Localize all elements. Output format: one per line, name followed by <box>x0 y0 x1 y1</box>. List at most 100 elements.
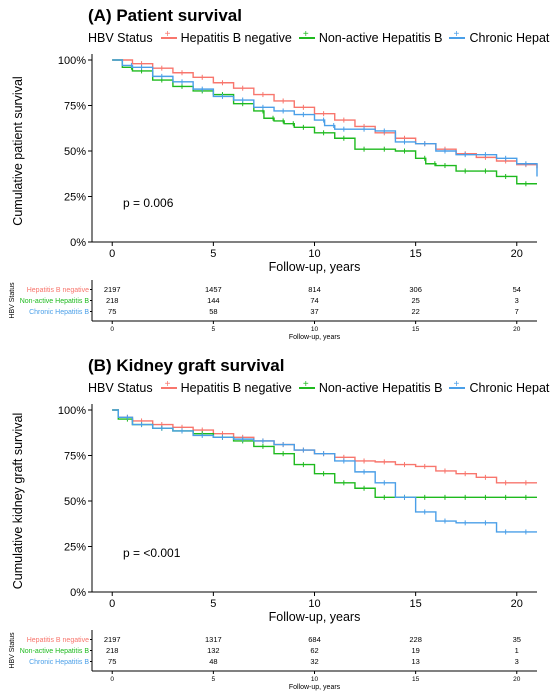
legend-item-chronic: Chronic Hepatitis B <box>449 30 550 45</box>
chart-title: (A) Patient survival <box>88 6 242 25</box>
risk-table-cell: 2197 <box>104 285 121 294</box>
legend-label-negative: Hepatitis B negative <box>180 31 292 45</box>
risk-table-x-tick-label: 20 <box>513 676 521 683</box>
risk-table-x-tick-label: 15 <box>412 326 420 333</box>
legend-label-negative: Hepatitis B negative <box>180 381 292 395</box>
legend-title: HBV Status <box>88 381 153 395</box>
legend-item-negative: Hepatitis B negative <box>160 380 292 395</box>
x-axis-label: Follow-up, years <box>269 260 361 274</box>
legend-key-negative <box>160 380 177 390</box>
p-value-label: p = 0.006 <box>123 196 174 210</box>
y-tick-label: 0% <box>70 237 86 249</box>
y-axis-label: Cumulative patient survival <box>11 76 25 225</box>
risk-table-cell: 62 <box>310 646 318 655</box>
legend-key-nonactive <box>298 380 315 390</box>
risk-table-cell: 218 <box>106 296 119 305</box>
series-line-chronic <box>112 409 537 533</box>
risk-table-row-label: Chronic Hepatitis B <box>29 659 89 666</box>
x-tick-label: 15 <box>410 598 422 610</box>
risk-table-row-label: Non-active Hepatitis B <box>20 298 90 305</box>
risk-table-x-tick-label: 10 <box>311 326 319 333</box>
legend-key-negative <box>160 30 177 40</box>
y-tick-label: 25% <box>64 192 86 204</box>
risk-table-row-label: Chronic Hepatitis B <box>29 309 89 316</box>
legend: HBV Status Hepatitis B negative Non-acti… <box>88 380 550 395</box>
legend-key-chronic <box>449 380 466 390</box>
p-value-label: p = <0.001 <box>123 546 181 560</box>
risk-table-x-label: Follow-up, years <box>289 334 341 341</box>
legend-key-nonactive <box>298 30 315 40</box>
risk-table-row-label: Hepatitis B negative <box>27 287 89 294</box>
risk-table-side-label: HBV Status <box>9 632 16 669</box>
y-tick-label: 0% <box>70 587 86 599</box>
risk-table-cell: 7 <box>515 307 519 316</box>
risk-table-cell: 32 <box>310 657 318 666</box>
risk-table-x-label: Follow-up, years <box>289 684 341 691</box>
legend-title: HBV Status <box>88 31 153 45</box>
risk-table-cell: 22 <box>411 307 419 316</box>
legend-item-nonactive: Non-active Hepatitis B <box>298 380 443 395</box>
risk-table-cell: 1317 <box>205 635 222 644</box>
risk-table-cell: 37 <box>310 307 318 316</box>
legend-label-nonactive: Non-active Hepatitis B <box>318 31 443 45</box>
legend: HBV Status Hepatitis B negative Non-acti… <box>88 30 550 45</box>
risk-table-cell: 74 <box>310 296 318 305</box>
y-tick-label: 25% <box>64 542 86 554</box>
risk-table-cell: 58 <box>209 307 217 316</box>
x-tick-label: 5 <box>210 598 216 610</box>
legend-label-nonactive: Non-active Hepatitis B <box>318 381 443 395</box>
risk-table-x-tick-label: 0 <box>110 326 114 333</box>
x-tick-label: 5 <box>210 248 216 260</box>
chart-title: (B) Kidney graft survival <box>88 356 285 375</box>
y-axis-label: Cumulative kidney graft survival <box>11 413 25 589</box>
risk-table-x-tick-label: 10 <box>311 676 319 683</box>
y-tick-label: 50% <box>64 496 86 508</box>
risk-table-cell: 3 <box>515 296 519 305</box>
risk-table-row-label: Non-active Hepatitis B <box>20 648 90 655</box>
risk-table-cell: 25 <box>411 296 419 305</box>
risk-table-cell: 13 <box>411 657 419 666</box>
risk-table-cell: 35 <box>513 635 521 644</box>
risk-table-cell: 1 <box>515 646 519 655</box>
y-tick-label: 100% <box>58 405 86 417</box>
risk-table-cell: 218 <box>106 646 119 655</box>
risk-table-side-label: HBV Status <box>9 282 16 319</box>
risk-table-x-tick-label: 20 <box>513 326 521 333</box>
series-line-neg <box>112 59 538 169</box>
risk-table-x-tick-label: 0 <box>110 676 114 683</box>
risk-table-x-tick-label: 5 <box>212 676 216 683</box>
risk-table-cell: 75 <box>108 657 116 666</box>
x-tick-label: 15 <box>410 248 422 260</box>
panel-graft-survival: (B) Kidney graft survival HBV Status Hep… <box>0 350 550 698</box>
y-tick-label: 75% <box>64 101 86 113</box>
risk-table-cell: 75 <box>108 307 116 316</box>
x-tick-label: 0 <box>109 248 115 260</box>
legend-item-chronic: Chronic Hepatitis B <box>449 380 550 395</box>
risk-table-cell: 1457 <box>205 285 222 294</box>
legend-item-negative: Hepatitis B negative <box>160 30 292 45</box>
risk-table-cell: 814 <box>308 285 321 294</box>
panel-patient-survival: (A) Patient survival HBV Status Hepatiti… <box>0 0 550 341</box>
x-tick-label: 20 <box>511 248 523 260</box>
series-line-chronic <box>112 59 538 177</box>
risk-table-cell: 48 <box>209 657 217 666</box>
risk-table-cell: 54 <box>513 285 521 294</box>
x-tick-label: 20 <box>511 598 523 610</box>
risk-table-row-label: Hepatitis B negative <box>27 637 89 644</box>
risk-table-x-tick-label: 5 <box>212 326 216 333</box>
risk-table-cell: 306 <box>409 285 422 294</box>
legend-label-chronic: Chronic Hepatitis B <box>469 381 550 395</box>
risk-table-cell: 228 <box>409 635 422 644</box>
risk-table-cell: 2197 <box>104 635 121 644</box>
risk-table-x-tick-label: 15 <box>412 676 420 683</box>
series-line-neg <box>112 409 537 484</box>
risk-table-cell: 3 <box>515 657 519 666</box>
risk-table-cell: 19 <box>411 646 419 655</box>
series-line-nonactive <box>112 59 537 185</box>
y-tick-label: 50% <box>64 146 86 158</box>
legend-label-chronic: Chronic Hepatitis B <box>469 31 550 45</box>
x-tick-label: 10 <box>308 598 320 610</box>
risk-table-cell: 684 <box>308 635 321 644</box>
